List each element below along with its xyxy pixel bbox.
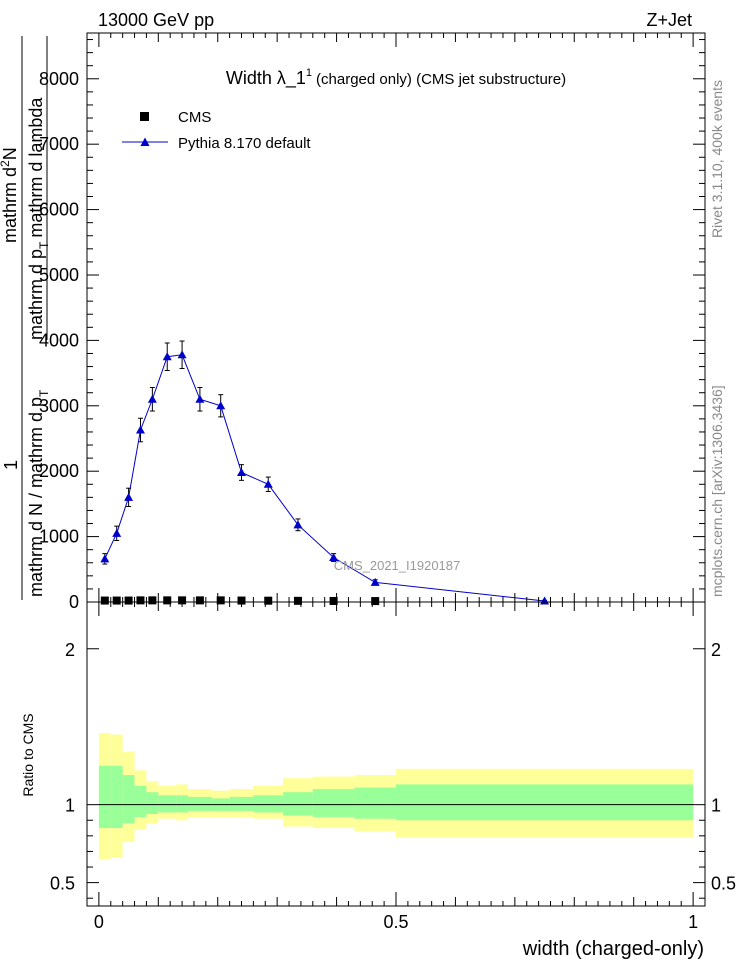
ylabel-prefactor-den-sub: T <box>37 389 51 397</box>
ratio-band-inner <box>110 765 123 829</box>
chart-title-sup: 1 <box>306 67 312 79</box>
ratio-panel: 0 0.5 1 0.5 0.5 1 1 2 2 Ratio to CMS width (char… <box>20 601 736 960</box>
main-y-tick-label: 0 <box>69 592 79 612</box>
pythia-point <box>370 577 380 586</box>
ylabel-denominator: mathrm d pTmathrm d lambda <box>26 97 51 340</box>
ylabel-numerator-sup: 2 <box>0 160 12 167</box>
ratio-band-inner <box>253 795 284 813</box>
main-panel: 0 1000 2000 3000 4000 5000 6000 7000 8000 Width … <box>0 32 706 612</box>
legend-cms-marker <box>140 112 149 121</box>
cms-point <box>195 596 204 605</box>
cms-point <box>163 596 172 605</box>
ratio-band-inner <box>354 787 396 819</box>
cms-point <box>329 596 338 605</box>
ylabel-denominator-main: mathrm d p <box>26 249 46 340</box>
ratio-band-inner <box>312 789 355 818</box>
ratio-y-tick-label-right: 2 <box>711 640 721 660</box>
cms-point <box>136 596 145 605</box>
main-y-tick-label: 7000 <box>39 134 79 154</box>
ratio-band-inner <box>176 795 189 813</box>
ylabel-prefactor-den-main: mathrm d N / mathrm d p <box>26 397 46 597</box>
ratio-band-inner <box>146 792 159 815</box>
cms-point <box>216 596 225 605</box>
x-tick-label: 1 <box>688 912 698 932</box>
ratio-bands <box>98 732 694 860</box>
ratio-band-inner <box>122 775 135 824</box>
pythia-point <box>177 350 187 359</box>
main-y-tick-label: 5000 <box>39 265 79 285</box>
main-y-tick-label: 2000 <box>39 461 79 481</box>
ratio-y-tick-label-left: 2 <box>65 640 75 660</box>
ratio-y-tick-label-right: 1 <box>711 796 721 816</box>
main-marks <box>100 340 550 606</box>
ratio-band-inner <box>229 796 254 811</box>
main-y-tick-label: 1000 <box>39 527 79 547</box>
ratio-ticks: 0 0.5 1 0.5 0.5 1 1 2 2 <box>50 602 736 932</box>
pythia-point <box>124 492 134 501</box>
main-y-ticks: 0 1000 2000 3000 4000 5000 6000 7000 8000 <box>39 39 705 612</box>
ylabel-numerator: mathrm d2N <box>0 147 20 243</box>
pythia-point <box>540 596 550 605</box>
ratio-band-inner <box>283 792 313 816</box>
ylabel-denominator-tail: mathrm d lambda <box>26 97 46 238</box>
chart-title-main: Width λ_1 <box>226 68 306 89</box>
cms-point <box>264 596 273 605</box>
legend-pythia-marker <box>140 137 150 146</box>
pythia-point <box>329 553 339 562</box>
pythia-point <box>293 520 303 529</box>
chart-title-suffix: (charged only) (CMS jet substructure) <box>316 71 566 88</box>
pythia-series-line <box>104 354 545 602</box>
cms-point <box>100 596 109 605</box>
watermark: CMS_2021_I1920187 <box>334 558 461 573</box>
ratio-frame <box>86 601 706 907</box>
ratio-band-inner <box>134 785 147 818</box>
ratio-band-inner <box>396 784 694 821</box>
pythia-point <box>112 528 122 537</box>
header-left: 13000 GeV pp <box>98 10 214 30</box>
pythia-point <box>237 468 246 477</box>
pythia-point <box>135 425 145 434</box>
pythia-point <box>147 394 157 403</box>
ratio-band-inner <box>158 795 177 813</box>
cms-point <box>112 596 121 605</box>
ylabel-prefactor-num: 1 <box>1 460 21 470</box>
rivet-label: Rivet 3.1.10, 400k events <box>709 80 725 238</box>
x-tick-label: 0 <box>94 912 104 932</box>
chart-title: Width λ_11 (charged only) (CMS jet substr… <box>226 67 566 89</box>
legend-cms-label: CMS <box>178 109 211 126</box>
cms-point <box>124 596 133 605</box>
main-y-tick-label: 3000 <box>39 396 79 416</box>
ratio-band-inner <box>188 796 212 811</box>
ylabel-numerator-main: mathrm d <box>0 167 20 243</box>
ylabel-numerator-tail: N <box>0 147 20 160</box>
cms-point <box>371 597 380 606</box>
ratio-y-label: Ratio to CMS <box>20 713 36 796</box>
ylabel-prefactor-den: mathrm d N / mathrm d pT <box>26 389 51 597</box>
cms-point <box>293 596 302 605</box>
legend: CMS Pythia 8.170 default <box>122 109 311 152</box>
main-y-label: 1 mathrm d N / mathrm d pT mathrm d2N ma… <box>0 36 51 600</box>
ratio-y-tick-label-right: 0.5 <box>711 874 736 894</box>
main-x-ticks <box>98 33 694 602</box>
pythia-point <box>162 352 172 361</box>
main-y-tick-label: 8000 <box>39 69 79 89</box>
ylabel-denominator-sub: T <box>37 241 51 249</box>
x-tick-label: 0.5 <box>383 912 408 932</box>
ratio-band-inner <box>98 765 111 829</box>
mcplots-label: mcplots.cern.ch [arXiv:1306.3436] <box>709 385 725 597</box>
pythia-point <box>195 394 205 403</box>
legend-pythia-label: Pythia 8.170 default <box>178 135 311 152</box>
header-right: Z+Jet <box>646 10 692 30</box>
main-y-tick-label: 4000 <box>39 330 79 350</box>
ratio-y-tick-label-left: 0.5 <box>50 874 75 894</box>
x-axis-label: width (charged-only) <box>522 938 704 960</box>
ratio-y-tick-label-left: 1 <box>65 796 75 816</box>
pythia-point <box>100 554 110 563</box>
pythia-point <box>216 401 226 410</box>
cms-point <box>148 596 157 605</box>
main-y-tick-label: 6000 <box>39 200 79 220</box>
pythia-point <box>263 479 273 488</box>
